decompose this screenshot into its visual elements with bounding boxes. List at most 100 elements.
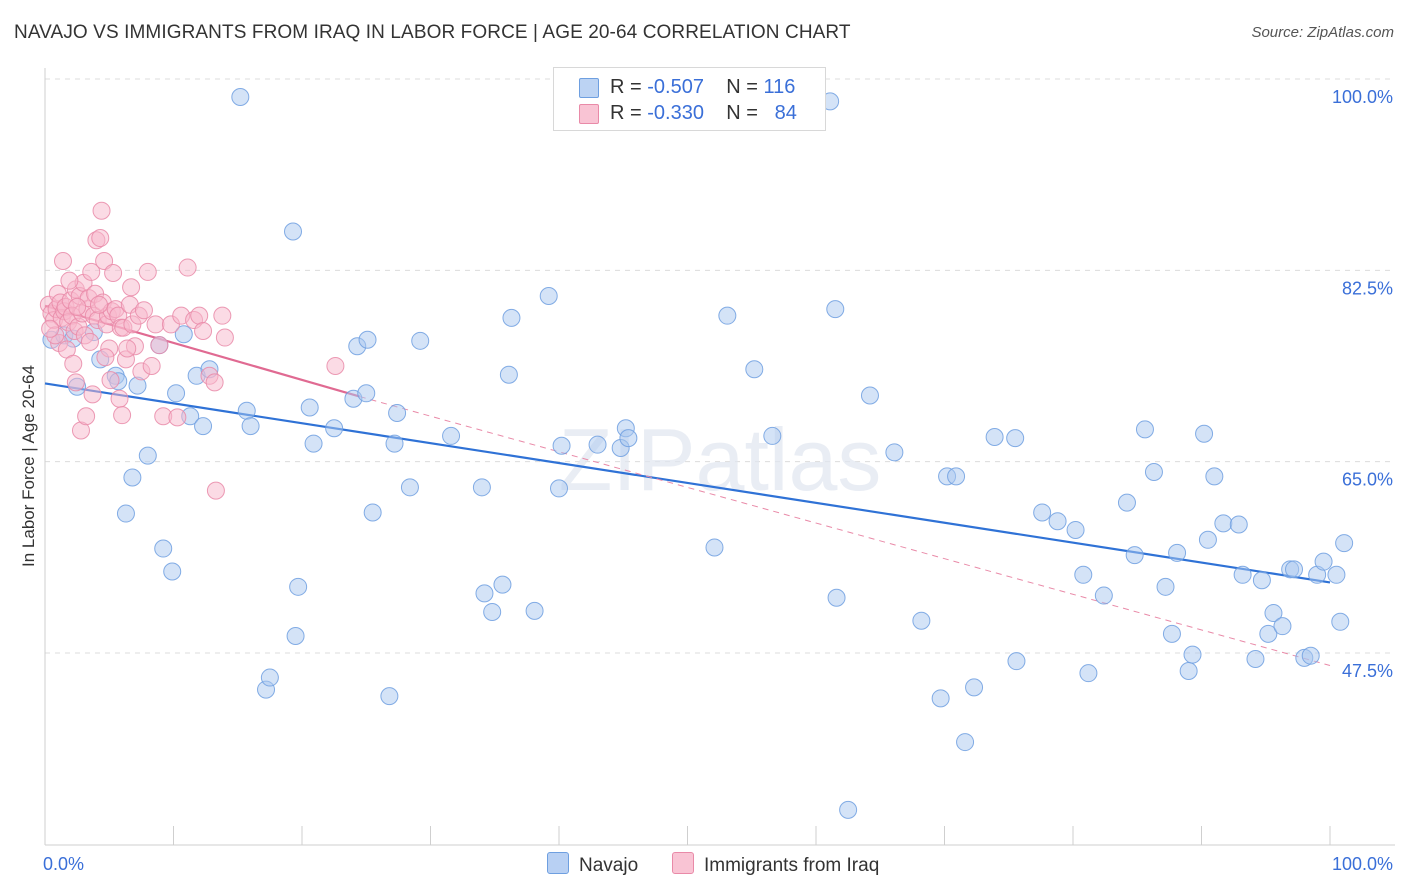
navajo-point [1162, 624, 1181, 643]
legend-r-label: R = [610, 102, 648, 124]
iraq-point [138, 262, 157, 281]
iraq-point [91, 229, 110, 248]
iraq-point [101, 371, 120, 390]
navajo-point [358, 330, 377, 349]
navajo-point [552, 436, 571, 455]
gridlines [45, 78, 1395, 654]
navajo-point [472, 478, 491, 497]
navajo-point [1214, 514, 1233, 533]
iraq-point [142, 356, 161, 375]
legend-n-value: 84 [774, 102, 797, 124]
navajo-point [400, 478, 419, 497]
navajo-point [588, 435, 607, 454]
navajo-point [839, 800, 858, 819]
iraq-point [96, 348, 115, 367]
navajo-point [931, 689, 950, 708]
iraq-point [95, 252, 114, 270]
navajo-point [1285, 560, 1304, 579]
iraq-point [110, 389, 129, 408]
iraq-point [82, 262, 101, 281]
navajo-point [380, 687, 399, 706]
legend-n-value: 116 [763, 76, 796, 98]
legend-swatch-navajo [579, 78, 599, 98]
navajo-point [1079, 664, 1098, 683]
chart-title: NAVAJO VS IMMIGRANTS FROM IRAQ IN LABOR … [14, 22, 851, 43]
iraq-point [206, 481, 225, 500]
navajo-point [174, 325, 193, 344]
navajo-point [286, 627, 305, 646]
navajo-point [1205, 467, 1224, 486]
navajo-point [1259, 624, 1278, 643]
navajo-point [1156, 577, 1175, 596]
navajo-point [860, 386, 879, 405]
bottom-legend-navajo: Navajo [547, 852, 638, 877]
navajo-point [154, 539, 173, 558]
navajo-point [1198, 530, 1217, 549]
y-tick-label: 100.0% [1332, 87, 1393, 107]
watermark: ZIPatlas [559, 410, 882, 509]
bottom-legend-label-navajo: Navajo [579, 855, 639, 876]
bottom-legend-swatch-iraq [672, 852, 694, 874]
correlation-legend: R = -0.507 N = 116 R = -0.330 N = 84 [553, 67, 826, 131]
navajo-point [745, 360, 764, 379]
navajo-point [289, 577, 308, 596]
iraq-point [66, 373, 85, 392]
iraq-point [122, 278, 141, 297]
navajo-point [241, 417, 260, 436]
iraq-point [178, 258, 197, 277]
bottom-legend-iraq: Immigrants from Iraq [672, 852, 879, 877]
navajo-point [231, 88, 250, 106]
navajo-point [388, 403, 407, 422]
navajo-point [483, 602, 502, 621]
iraq-point [83, 385, 102, 404]
navajo-point [1229, 515, 1248, 534]
iraq-trend-extension [359, 396, 1331, 667]
navajo-point [1074, 565, 1093, 584]
legend-r-value: -0.507 [647, 76, 704, 98]
navajo-point [1327, 565, 1346, 584]
navajo-point [885, 443, 904, 462]
navajo-point [1183, 645, 1202, 664]
iraq-point [118, 339, 137, 358]
legend-r-label: R = [610, 76, 648, 98]
navajo-point [237, 401, 256, 420]
navajo-point [619, 429, 638, 448]
iraq-point [68, 297, 87, 316]
navajo-point [1094, 586, 1113, 605]
legend-swatch-iraq [579, 104, 599, 124]
iraq-point [89, 295, 108, 314]
navajo-point [442, 426, 461, 445]
navajo-point [965, 678, 984, 697]
navajo-point [304, 434, 323, 453]
x-tick-label: 0.0% [43, 854, 84, 874]
iraq-point [60, 271, 79, 290]
iraq-point [134, 301, 153, 320]
navajo-point [1006, 429, 1025, 448]
navajo-trend-line [44, 382, 1331, 584]
iraq-point [113, 406, 132, 425]
navajo-point [1252, 571, 1271, 590]
navajo-point [1168, 543, 1187, 562]
source-credit: Source: ZipAtlas.com [1251, 24, 1394, 41]
legend-n-label: N = [726, 102, 764, 124]
navajo-point [1314, 552, 1333, 571]
bottom-legend-label-iraq: Immigrants from Iraq [704, 855, 880, 876]
navajo-point [138, 446, 157, 465]
navajo-point [1117, 493, 1136, 512]
y-tick-label: 47.5% [1342, 661, 1393, 681]
navajo-point [1125, 546, 1144, 565]
navajo-point [325, 419, 344, 438]
iraq-point [213, 306, 232, 325]
y-tick-label: 82.5% [1342, 278, 1393, 298]
navajo-point [284, 222, 303, 241]
navajo-point [525, 601, 544, 620]
navajo-point [1179, 662, 1198, 680]
navajo-point [718, 306, 737, 325]
navajo-point [1066, 520, 1085, 539]
x-tick-label: 100.0% [1332, 854, 1393, 874]
iraq-point [146, 315, 165, 334]
navajo-point [163, 562, 182, 581]
navajo-point [826, 300, 845, 319]
iraq-point [326, 356, 345, 375]
navajo-point [1007, 652, 1026, 671]
